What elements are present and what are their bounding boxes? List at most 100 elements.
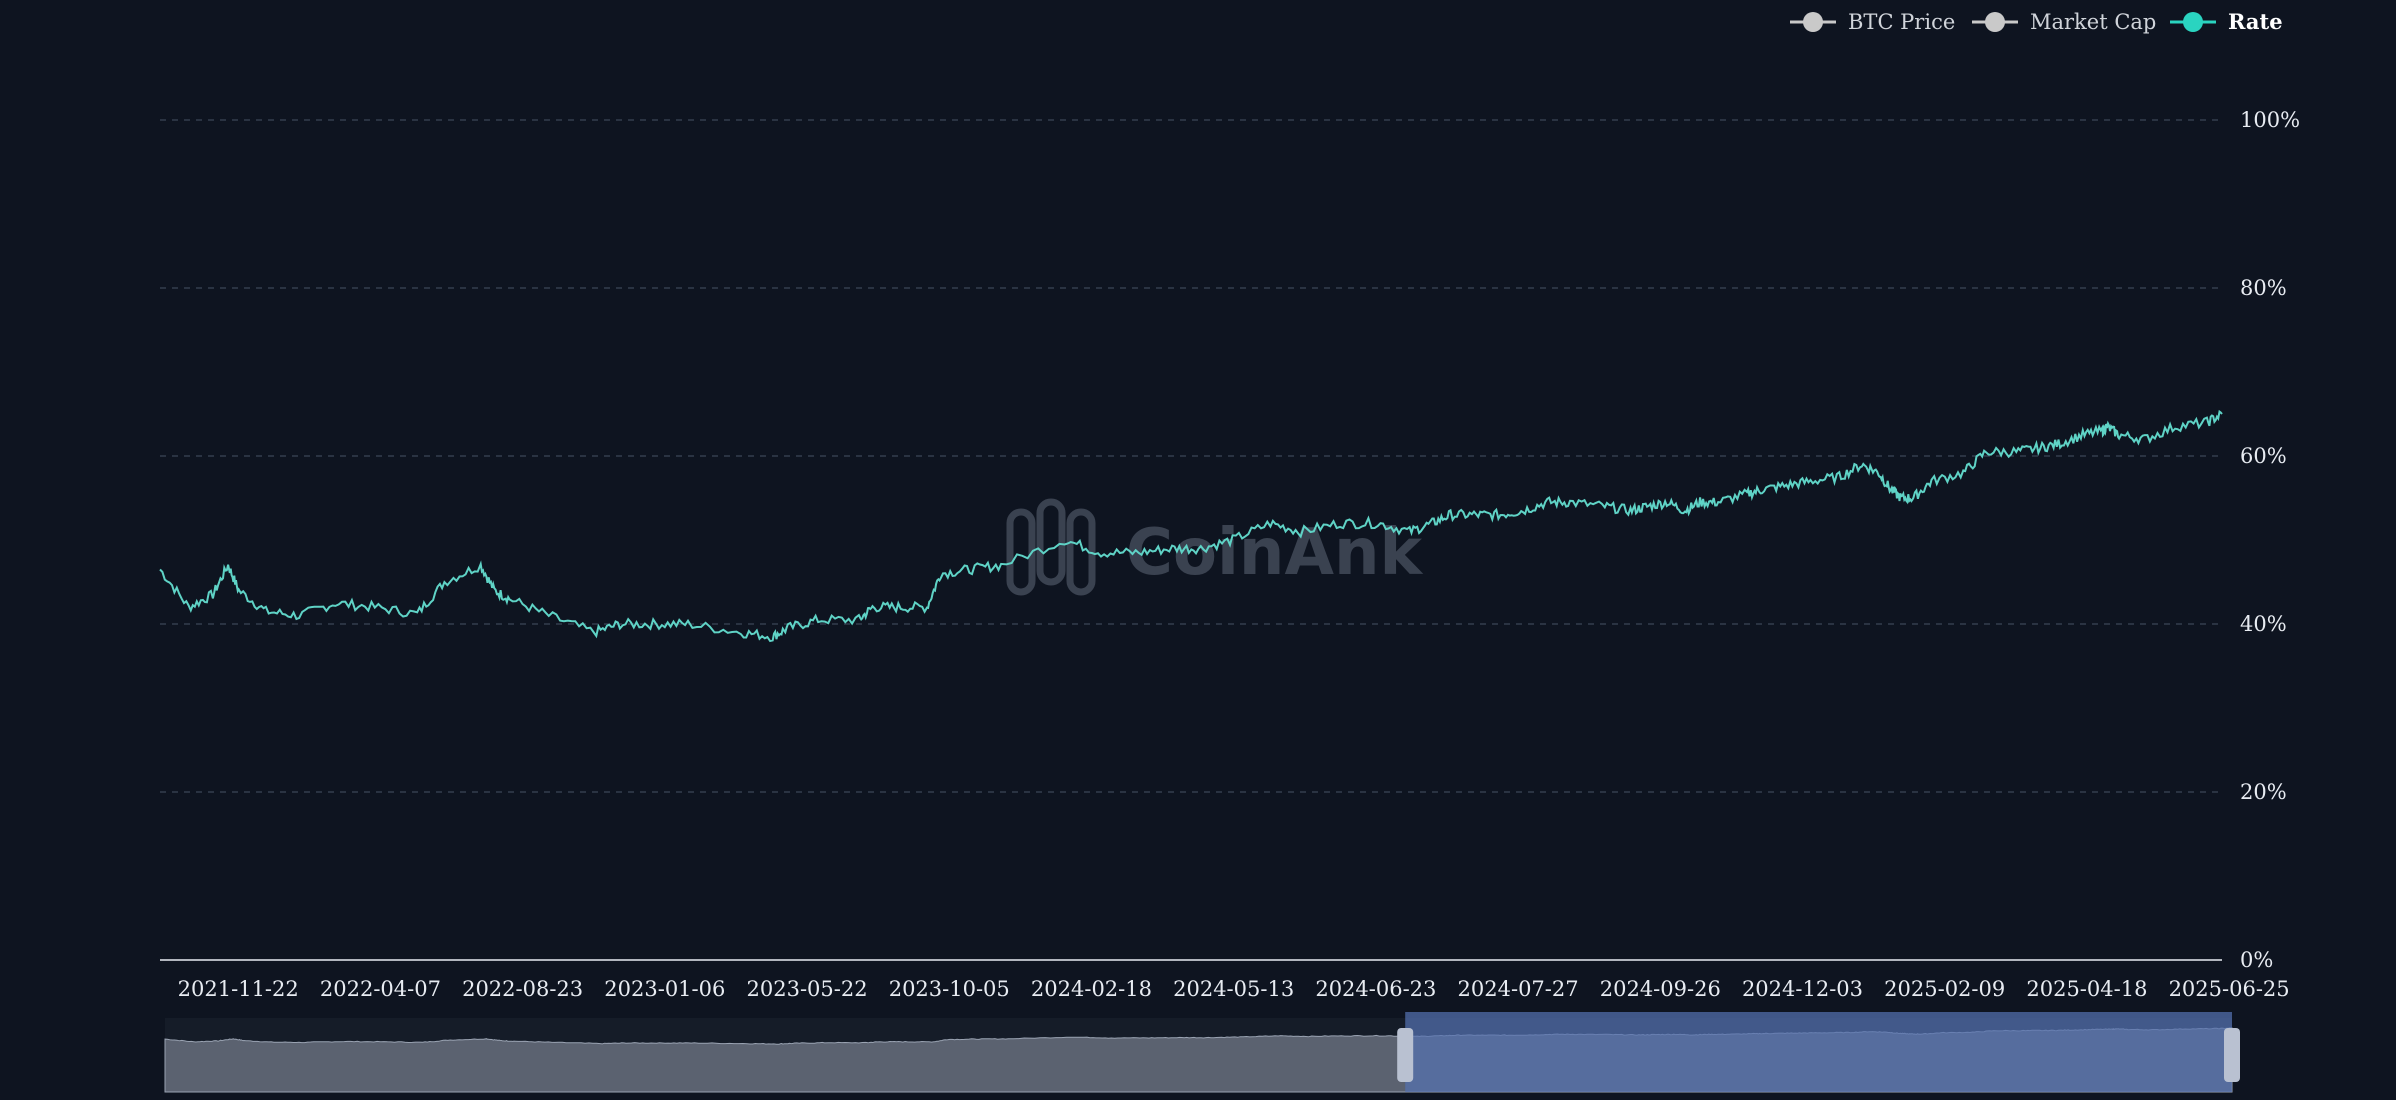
legend-item-rate[interactable]: Rate — [2170, 9, 2283, 34]
rate-data-point — [211, 593, 215, 597]
rate-data-point — [479, 563, 483, 567]
legend-dot-icon — [1985, 12, 2005, 32]
legend-label: Market Cap — [2030, 10, 2156, 34]
legend-dot-icon — [2183, 12, 2203, 32]
rate-data-point — [1809, 479, 1813, 483]
rate-data-point — [1137, 551, 1141, 555]
x-tick-label: 2024-09-26 — [1600, 977, 1721, 1001]
rate-data-point — [547, 614, 551, 618]
rate-data-point — [1063, 538, 1067, 542]
rate-data-point — [2105, 425, 2109, 429]
series-layer — [158, 409, 2223, 643]
zoom-start-handle[interactable] — [1397, 1028, 1414, 1082]
rate-data-point — [2039, 446, 2043, 450]
legend-item-market-cap[interactable]: Market Cap — [1972, 10, 2156, 34]
rate-data-point — [1170, 546, 1174, 550]
y-tick-label: 0% — [2240, 948, 2273, 972]
y-tick-label: 80% — [2240, 276, 2287, 300]
x-tick-label: 2024-12-03 — [1742, 977, 1863, 1001]
y-tick-label: 20% — [2240, 780, 2287, 804]
rate-data-point — [651, 622, 655, 626]
rate-data-point — [1568, 500, 1572, 504]
rate-data-point — [2058, 441, 2062, 445]
rate-data-point — [1603, 504, 1607, 508]
rate-data-point — [1498, 513, 1502, 517]
rate-data-point — [508, 597, 512, 601]
rate-data-point — [2117, 433, 2121, 437]
rate-data-point — [1521, 509, 1525, 513]
rate-data-point — [1645, 504, 1649, 508]
zoom-end-handle[interactable] — [2224, 1028, 2240, 1082]
rate-data-point — [786, 626, 790, 630]
x-tick-label: 2022-04-07 — [320, 977, 441, 1001]
x-tick-label: 2025-04-18 — [2026, 977, 2147, 1001]
rate-data-point — [1716, 500, 1720, 504]
rate-data-point — [1889, 488, 1893, 492]
rate-data-point — [2081, 433, 2085, 437]
rate-data-point — [1474, 513, 1478, 517]
rate-data-point — [2205, 420, 2209, 424]
y-tick-label: 60% — [2240, 444, 2287, 468]
rate-data-point — [1930, 479, 1934, 483]
rate-data-point — [1745, 492, 1749, 496]
logo-bar — [1006, 508, 1036, 596]
rate-data-point — [158, 567, 162, 571]
rate-data-point — [1449, 513, 1453, 517]
x-tick-label: 2025-02-09 — [1884, 977, 2005, 1001]
rate-data-point — [1683, 509, 1687, 513]
rate-data-point — [999, 563, 1003, 567]
x-tick-label: 2021-11-22 — [178, 977, 299, 1001]
logo-bar — [1066, 508, 1096, 596]
coinank-logo-icon — [1006, 498, 1096, 596]
rate-data-point — [925, 605, 929, 609]
rate-data-point — [226, 563, 230, 567]
rate-data-point — [592, 630, 596, 634]
rate-data-point — [492, 588, 496, 592]
logo-bar — [1036, 498, 1066, 586]
rate-data-point — [1545, 500, 1549, 504]
rate-data-point — [1199, 546, 1203, 550]
rate-data-point — [2101, 429, 2105, 433]
rate-data-point — [1698, 500, 1702, 504]
x-tick-label: 2024-05-13 — [1173, 977, 1294, 1001]
zoom-selected-window[interactable] — [1405, 1012, 2232, 1092]
rate-data-point — [334, 601, 338, 605]
rate-data-point — [373, 605, 377, 609]
rate-data-point — [1784, 483, 1788, 487]
rate-data-point — [442, 580, 446, 584]
x-tick-label: 2025-06-25 — [2169, 977, 2290, 1001]
rate-series-line — [159, 409, 2223, 643]
legend-item-btc-price[interactable]: BTC Price — [1790, 10, 1955, 34]
rate-data-point — [2143, 437, 2147, 441]
x-tick-label: 2022-08-23 — [462, 977, 583, 1001]
rate-data-point — [686, 622, 690, 626]
rate-data-point — [939, 572, 943, 576]
x-tick-label: 2023-01-06 — [604, 977, 725, 1001]
rate-data-point — [237, 588, 241, 592]
rate-data-point — [1338, 521, 1342, 525]
rate-data-point — [1860, 462, 1864, 466]
rate-data-point — [967, 567, 971, 571]
rate-data-point — [1961, 471, 1965, 475]
rate-data-point — [1268, 521, 1272, 525]
legend-label: BTC Price — [1848, 10, 1955, 34]
x-tick-label: 2023-05-22 — [747, 977, 868, 1001]
rate-data-point — [2173, 425, 2177, 429]
rate-data-point — [1837, 475, 1841, 479]
data-zoom-slider[interactable] — [164, 1012, 2240, 1093]
y-tick-label: 40% — [2240, 612, 2287, 636]
x-tick-label: 2023-10-05 — [889, 977, 1010, 1001]
y-tick-label: 100% — [2240, 108, 2300, 132]
rate-data-point — [1665, 500, 1669, 504]
rate-data-point — [1376, 521, 1380, 525]
rate-data-point — [896, 605, 900, 609]
rate-data-point — [1760, 488, 1764, 492]
rate-data-point — [1877, 471, 1881, 475]
rate-data-point — [816, 618, 820, 622]
rate-data-point — [1099, 551, 1103, 555]
rate-data-point — [857, 618, 861, 622]
rate-data-point — [618, 622, 622, 626]
rate-data-point — [1984, 450, 1988, 454]
